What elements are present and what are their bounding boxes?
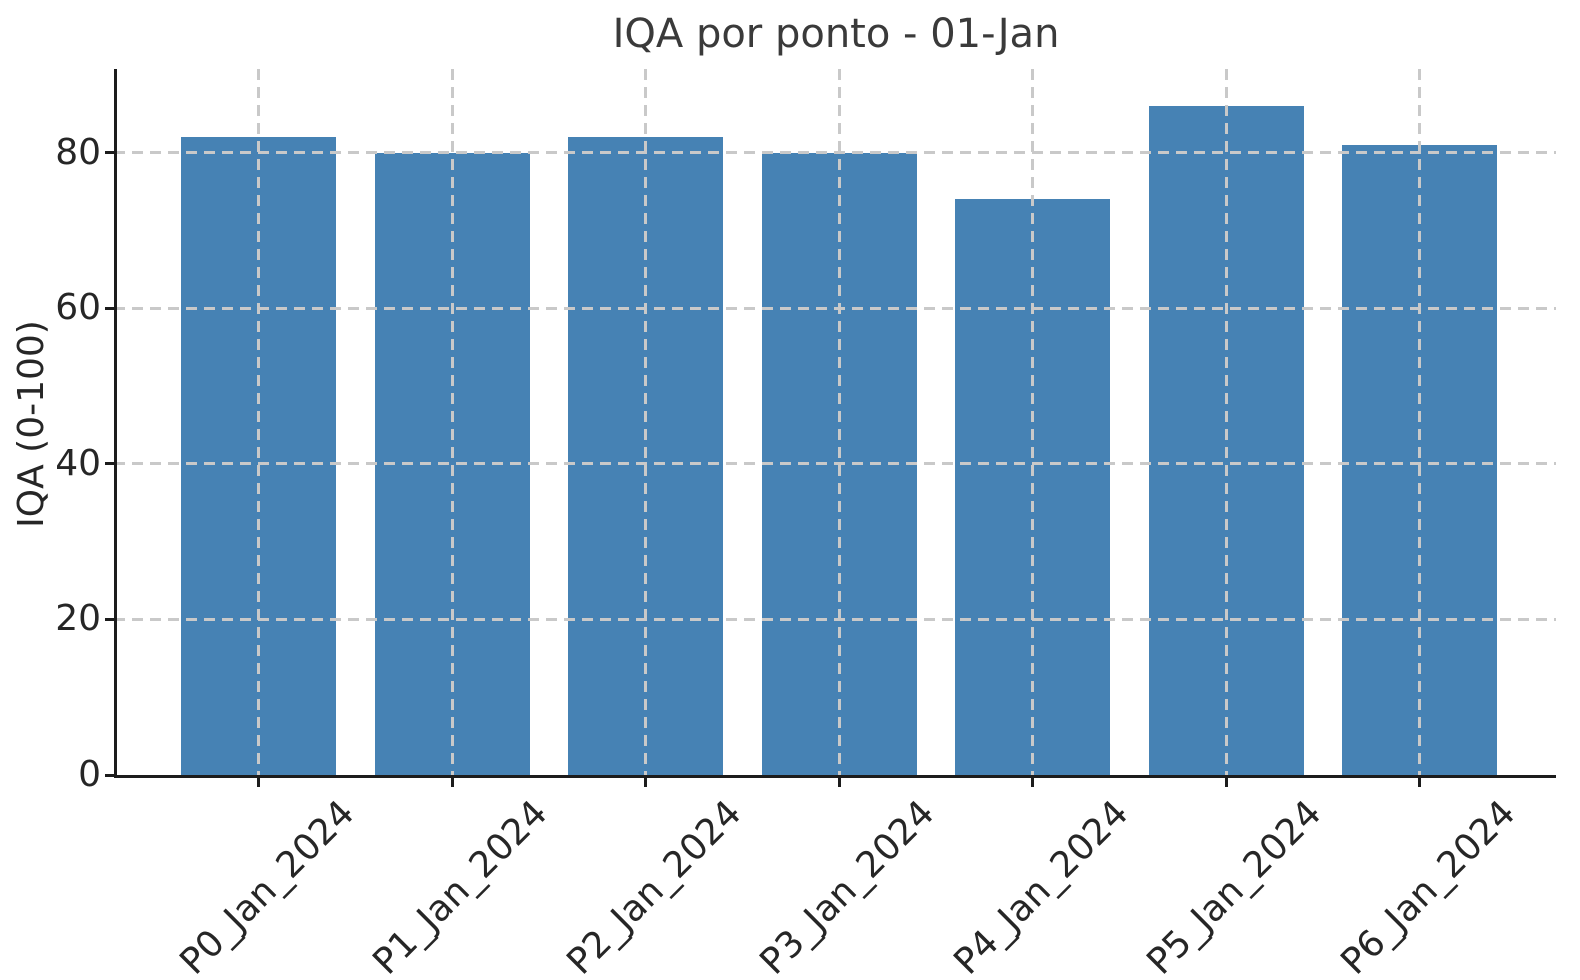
x-tick-P6_Jan_2024 — [1418, 777, 1421, 787]
y-tick-20 — [105, 617, 114, 621]
x-tick-P4_Jan_2024 — [1031, 777, 1034, 787]
y-tick-80 — [105, 151, 114, 155]
y-axis-spine — [114, 69, 117, 778]
y-tick-60 — [105, 306, 114, 310]
gridline-v-P0_Jan_2024 — [257, 69, 260, 775]
x-tick-P2_Jan_2024 — [644, 777, 647, 787]
chart-title: IQA por ponto - 01-Jan — [612, 11, 1060, 57]
y-tick-label-40: 40 — [55, 442, 101, 484]
gridline-h-20 — [114, 617, 1556, 621]
x-tick-P5_Jan_2024 — [1224, 777, 1228, 787]
gridline-v-P4_Jan_2024 — [1031, 69, 1034, 775]
y-tick-label-80: 80 — [55, 131, 101, 173]
x-tick-label-P3_Jan_2024: P3_Jan_2024 — [752, 792, 943, 980]
gridline-h-80 — [114, 151, 1556, 155]
x-tick-label-P5_Jan_2024: P5_Jan_2024 — [1139, 792, 1330, 980]
x-tick-label-P4_Jan_2024: P4_Jan_2024 — [946, 792, 1137, 980]
y-axis-label: IQA (0-100) — [11, 320, 52, 528]
x-tick-label-P2_Jan_2024: P2_Jan_2024 — [559, 792, 750, 980]
x-tick-label-P6_Jan_2024: P6_Jan_2024 — [1333, 792, 1524, 980]
gridline-v-P6_Jan_2024 — [1418, 69, 1421, 775]
gridline-v-P1_Jan_2024 — [450, 69, 454, 775]
x-tick-P1_Jan_2024 — [450, 777, 454, 787]
x-axis-spine — [114, 774, 1556, 778]
gridline-v-P3_Jan_2024 — [837, 69, 841, 775]
x-tick-label-P1_Jan_2024: P1_Jan_2024 — [365, 792, 556, 980]
y-tick-label-60: 60 — [55, 287, 101, 329]
gridline-v-P5_Jan_2024 — [1224, 69, 1228, 775]
y-tick-40 — [105, 462, 114, 466]
x-tick-P0_Jan_2024 — [257, 777, 260, 787]
gridline-h-40 — [114, 462, 1556, 466]
x-tick-P3_Jan_2024 — [837, 777, 841, 787]
y-tick-0 — [105, 773, 114, 777]
gridline-v-P2_Jan_2024 — [644, 69, 647, 775]
gridline-h-60 — [114, 306, 1556, 310]
x-tick-label-P0_Jan_2024: P0_Jan_2024 — [172, 792, 363, 980]
y-tick-label-0: 0 — [78, 754, 101, 795]
y-tick-label-20: 20 — [55, 598, 101, 640]
